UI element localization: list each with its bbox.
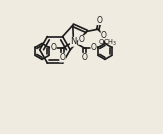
- Text: OCH$_3$: OCH$_3$: [98, 38, 117, 48]
- Text: O: O: [91, 43, 97, 52]
- Text: O: O: [50, 43, 56, 52]
- Text: O: O: [96, 16, 102, 25]
- Text: N: N: [70, 37, 77, 46]
- Text: O: O: [60, 53, 66, 62]
- Text: O: O: [82, 53, 87, 62]
- Text: O: O: [101, 31, 107, 40]
- Text: O: O: [78, 35, 84, 44]
